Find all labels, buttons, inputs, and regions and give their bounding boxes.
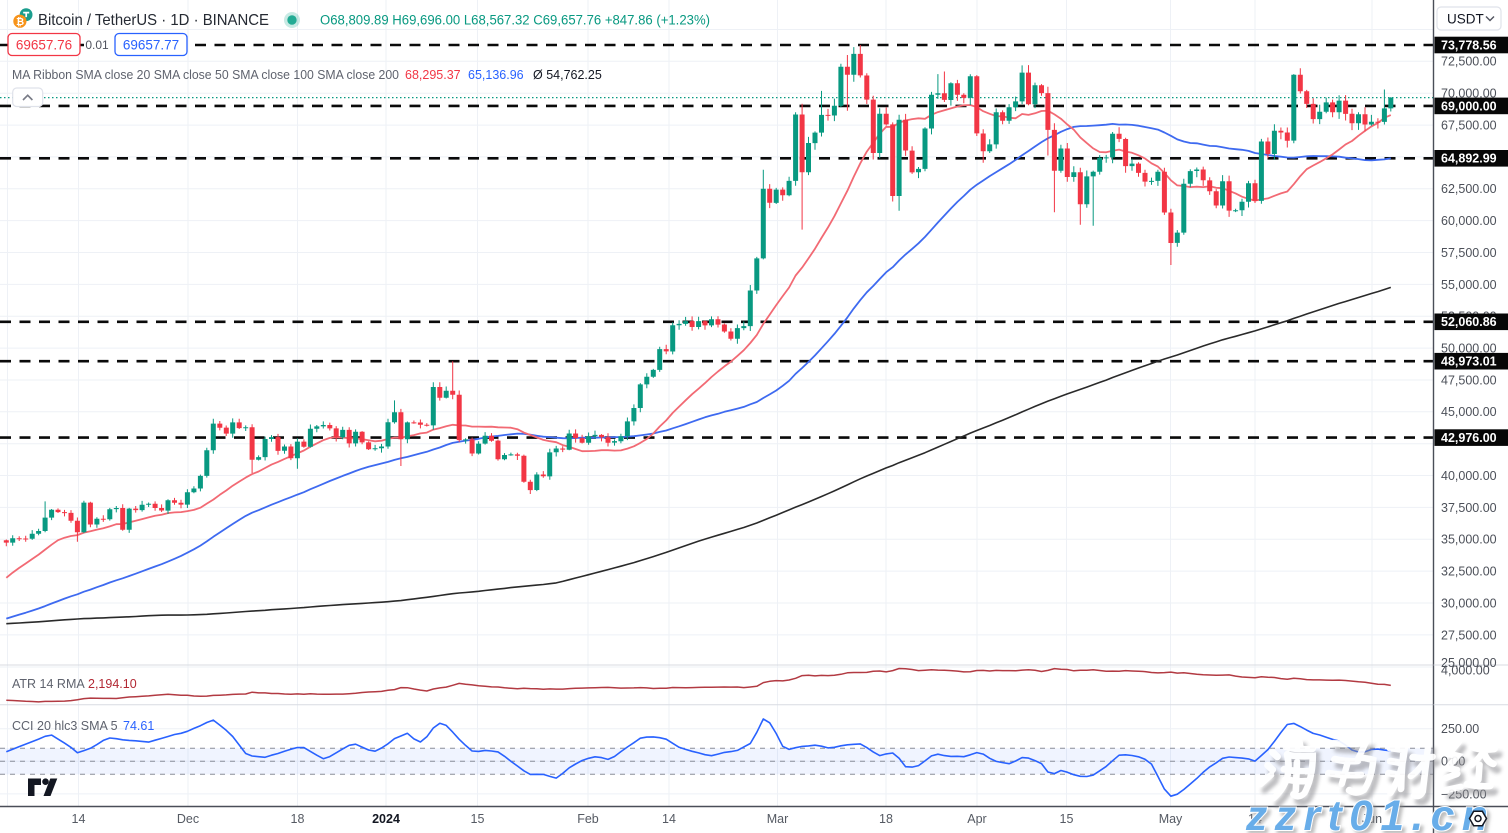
- svg-text:Dec: Dec: [177, 812, 199, 826]
- svg-text:57,500.00: 57,500.00: [1441, 246, 1497, 260]
- svg-text:62,500.00: 62,500.00: [1441, 182, 1497, 196]
- svg-text:52,060.86: 52,060.86: [1441, 315, 1497, 329]
- svg-text:32,500.00: 32,500.00: [1441, 565, 1497, 579]
- svg-text:15: 15: [1060, 812, 1074, 826]
- svg-text:Mar: Mar: [767, 812, 789, 826]
- svg-text:69657.76: 69657.76: [16, 38, 72, 53]
- svg-text:May: May: [1159, 812, 1183, 826]
- svg-text:67,500.00: 67,500.00: [1441, 119, 1497, 133]
- svg-text:30,000.00: 30,000.00: [1441, 596, 1497, 610]
- svg-text:64,892.99: 64,892.99: [1441, 152, 1497, 166]
- svg-text:50,000.00: 50,000.00: [1441, 342, 1497, 356]
- svg-text:4,000.00: 4,000.00: [1441, 664, 1490, 678]
- svg-text:ATR 14 RMA: ATR 14 RMA: [12, 677, 85, 691]
- svg-text:69,000.00: 69,000.00: [1441, 99, 1497, 113]
- svg-text:14: 14: [72, 812, 86, 826]
- svg-text:14: 14: [662, 812, 676, 826]
- svg-text:45,000.00: 45,000.00: [1441, 405, 1497, 419]
- svg-text:zzrt01.cn: zzrt01.cn: [1245, 793, 1495, 833]
- svg-text:70,000.00: 70,000.00: [1441, 87, 1497, 101]
- svg-text:27,500.00: 27,500.00: [1441, 628, 1497, 642]
- svg-text:O68,809.89 H69,696.00 L68,567.: O68,809.89 H69,696.00 L68,567.32 C69,657…: [320, 13, 710, 28]
- svg-text:48,973.01: 48,973.01: [1441, 355, 1497, 369]
- svg-text:55,000.00: 55,000.00: [1441, 278, 1497, 292]
- svg-text:68,295.37: 68,295.37: [405, 68, 461, 82]
- svg-text:15: 15: [471, 812, 485, 826]
- svg-text:74.61: 74.61: [123, 719, 154, 733]
- svg-text:Feb: Feb: [577, 812, 599, 826]
- svg-text:₿: ₿: [16, 17, 24, 28]
- svg-text:42,976.00: 42,976.00: [1441, 431, 1497, 445]
- svg-text:MA Ribbon SMA close 20 SMA clo: MA Ribbon SMA close 20 SMA close 50 SMA …: [12, 68, 399, 82]
- svg-text:18: 18: [291, 812, 305, 826]
- svg-text:72,500.00: 72,500.00: [1441, 55, 1497, 69]
- svg-text:CCI 20 hlc3 SMA 5: CCI 20 hlc3 SMA 5: [12, 719, 118, 733]
- svg-text:60,000.00: 60,000.00: [1441, 214, 1497, 228]
- svg-text:0.01: 0.01: [85, 38, 109, 52]
- svg-text:14: 14: [1248, 812, 1262, 826]
- svg-text:73,778.56: 73,778.56: [1441, 38, 1497, 52]
- svg-text:18: 18: [879, 812, 893, 826]
- svg-text:47,500.00: 47,500.00: [1441, 373, 1497, 387]
- svg-text:USDT: USDT: [1447, 12, 1484, 27]
- svg-text:35,000.00: 35,000.00: [1441, 533, 1497, 547]
- svg-text:250.00: 250.00: [1441, 722, 1479, 736]
- svg-text:65,136.96: 65,136.96: [468, 68, 524, 82]
- svg-text:25,000.00: 25,000.00: [1441, 656, 1497, 670]
- svg-text:Bitcoin / TetherUS · 1D · BINA: Bitcoin / TetherUS · 1D · BINANCE: [38, 12, 269, 29]
- svg-text:Jun: Jun: [1362, 812, 1382, 826]
- svg-text:69657.77: 69657.77: [123, 38, 179, 53]
- svg-text:Ø 54,762.25: Ø 54,762.25: [533, 68, 602, 82]
- svg-text:2,194.10: 2,194.10: [88, 677, 137, 691]
- svg-text:2024: 2024: [372, 812, 400, 826]
- svg-text:37,500.00: 37,500.00: [1441, 501, 1497, 515]
- svg-text:Apr: Apr: [967, 812, 986, 826]
- svg-text:40,000.00: 40,000.00: [1441, 469, 1497, 483]
